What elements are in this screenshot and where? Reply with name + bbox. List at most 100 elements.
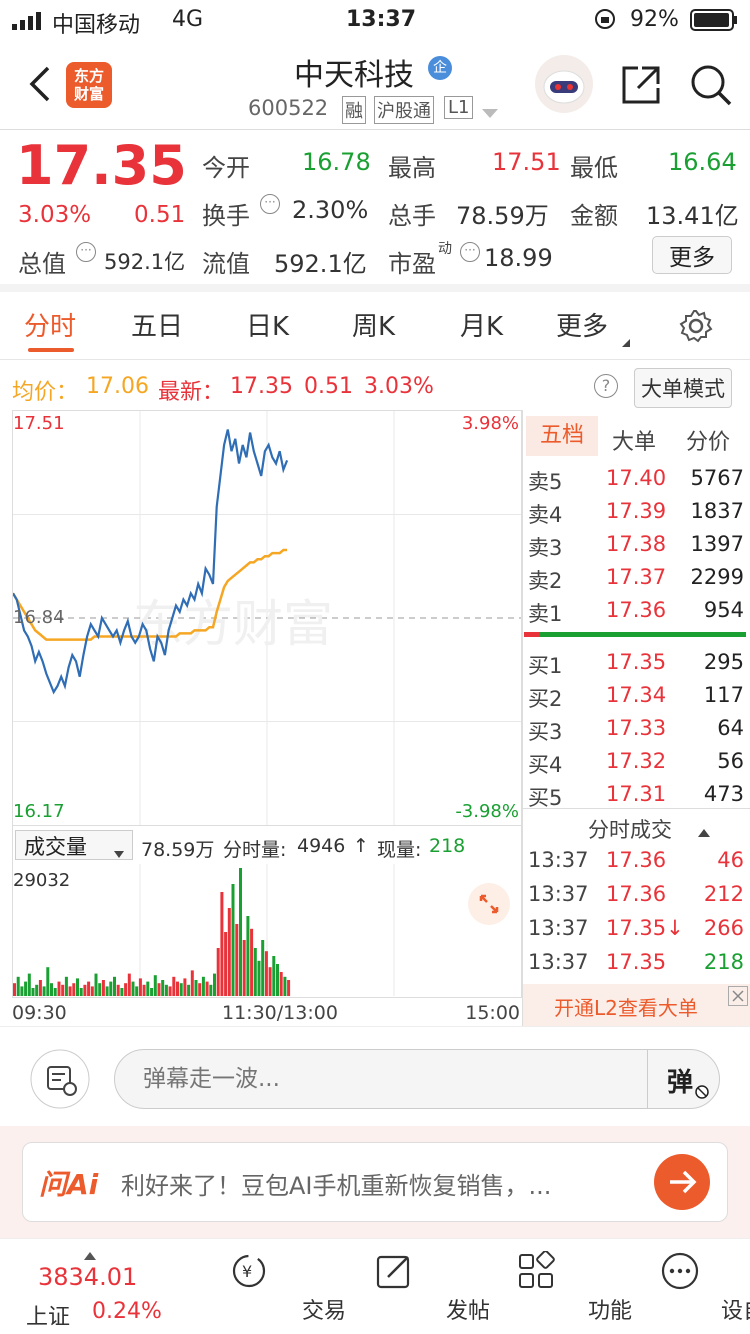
bid-row: 买2 17.34 117 [522,679,750,711]
ask-price: 17.39 [606,499,667,523]
info-dots-icon[interactable]: ··· [460,242,480,262]
volume-bar [146,981,150,996]
book-tab-large[interactable]: 大单 [612,430,657,455]
large-order-mode-button[interactable]: 大单模式 [634,368,732,408]
stock-code: 600522 [248,96,329,120]
app-logo: 东方 财富 [66,62,112,108]
y-tick-bottom: 16.17 [13,801,65,822]
help-icon[interactable]: ? [594,374,618,398]
bid-label: 买3 [528,720,563,744]
danmaku-toggle-button[interactable]: 弹 [667,1068,694,1098]
index-ticker[interactable]: 3834.01 上证 0.24% [12,1239,162,1334]
bid-ask-ratio-bar [524,632,746,637]
tag-level: L1 [444,96,474,119]
tab-more[interactable]: 更多 [556,312,609,342]
bid-label: 买1 [528,654,563,678]
more-button[interactable]: 更多 [652,236,732,274]
bid-price: 17.31 [606,782,667,806]
tab-weekly-k[interactable]: 周K [352,312,396,342]
robot-avatar-icon[interactable] [534,54,594,118]
tab-add-watchlist[interactable]: 设自选 [604,1239,750,1334]
sort-up-icon[interactable] [698,822,710,841]
time-axis: 09:30 11:30/13:00 15:00 [12,998,522,1026]
l2-upsell[interactable]: 开通L2查看大单 [522,984,750,1026]
block-icon [695,1084,709,1103]
settings-gear-icon[interactable] [678,308,714,348]
volume-bar [138,978,142,996]
volume-bar [135,986,139,996]
trade-icon: ¥ [229,1251,269,1295]
tab-post[interactable]: 发帖 [318,1239,490,1334]
info-dots-icon[interactable]: ··· [76,242,96,262]
danmaku-bar: 弹 [0,1026,750,1126]
volume-bar [164,984,168,996]
indicator-select[interactable]: 成交量 [15,830,133,860]
tab-features-label: 功能 [587,1299,632,1324]
share-icon[interactable] [618,62,664,112]
order-book: 五档 大单 分价 卖5 17.40 5767 卖4 17.39 1837 卖3 17.38 13… [522,410,750,1026]
volume-bar [153,975,157,996]
volume-header: 成交量 78.59万 分时量: 4946 ↑ 现量: 218 [12,826,522,864]
close-icon[interactable] [728,986,748,1006]
clock: 13:37 [346,7,417,32]
volume-bar [179,983,183,996]
float-value: 592.1亿 [274,250,367,278]
arrow-right-icon[interactable] [653,1153,711,1215]
total-volume: 78.59万 [141,839,215,861]
tab-trade-label: 交易 [301,1299,346,1324]
info-dots-icon[interactable]: ··· [260,194,280,214]
tab-monthly-k[interactable]: 月K [460,312,504,342]
expand-icon[interactable] [467,882,511,930]
svg-text:¥: ¥ [242,1262,252,1281]
tab-daily-k[interactable]: 日K [246,312,290,342]
volume-bar [16,976,20,996]
volume-bar [272,956,276,996]
intraday-chart[interactable]: 东方财富 17.51 16.84 16.17 3.98% -3.98% [12,410,522,826]
dropdown-icon[interactable] [482,104,498,123]
y-tick-top: 17.51 [13,413,65,434]
trade-volume: 266 [703,916,744,940]
battery-percent: 92% [630,7,679,32]
trade-price: 17.35↓ [606,916,684,940]
volume-bar [268,967,272,996]
turnover-label: 换手 [202,202,250,230]
trade-price: 17.35 [606,950,667,974]
volume-bar [61,984,65,996]
index-name: 上证 [26,1305,71,1330]
trades-title: 分时成交 [588,818,672,842]
tab-intraday[interactable]: 分时 [24,312,77,342]
pe-label: 市盈 [388,250,436,278]
ask-row: 卖4 17.39 1837 [522,495,750,527]
search-icon[interactable] [688,62,734,112]
volume-bar [279,972,283,996]
index-value: 3834.01 [38,1263,138,1291]
danmaku-list-icon[interactable] [30,1049,90,1113]
tab-five-day[interactable]: 五日 [131,312,184,342]
bid-volume: 64 [717,716,744,740]
volume-bar [150,988,154,996]
stock-title: 中天科技 [294,58,414,93]
float-label: 流值 [202,250,250,278]
ask-volume: 5767 [690,466,744,490]
book-tab-price[interactable]: 分价 [686,430,731,455]
ai-headline: 利好来了！豆包AI手机重新恢复销售，... [121,1172,552,1200]
current-volume-label: 现量: [377,839,422,861]
volume-bar [257,960,261,996]
volume-bar [205,981,209,996]
volume-chart-svg [13,864,395,996]
volume-bar [209,984,213,996]
tab-trade[interactable]: ¥ 交易 [174,1239,346,1334]
volume-bar [87,981,91,996]
volume-bar [239,868,242,996]
volume-bar [101,980,105,996]
arrow-up-icon: ↑ [353,835,369,857]
pct-tick-bottom: -3.98% [455,801,519,822]
last-price: 17.35 [16,134,187,197]
ai-banner[interactable]: 问Ai 利好来了！豆包AI手机重新恢复销售，... [22,1142,728,1222]
book-tab-five[interactable]: 五档 [526,416,598,456]
back-icon[interactable] [26,64,52,108]
volume-bar [57,981,61,996]
bid-volume: 56 [717,749,744,773]
tab-features[interactable]: 功能 [460,1239,632,1334]
danmaku-input[interactable] [143,1062,623,1096]
